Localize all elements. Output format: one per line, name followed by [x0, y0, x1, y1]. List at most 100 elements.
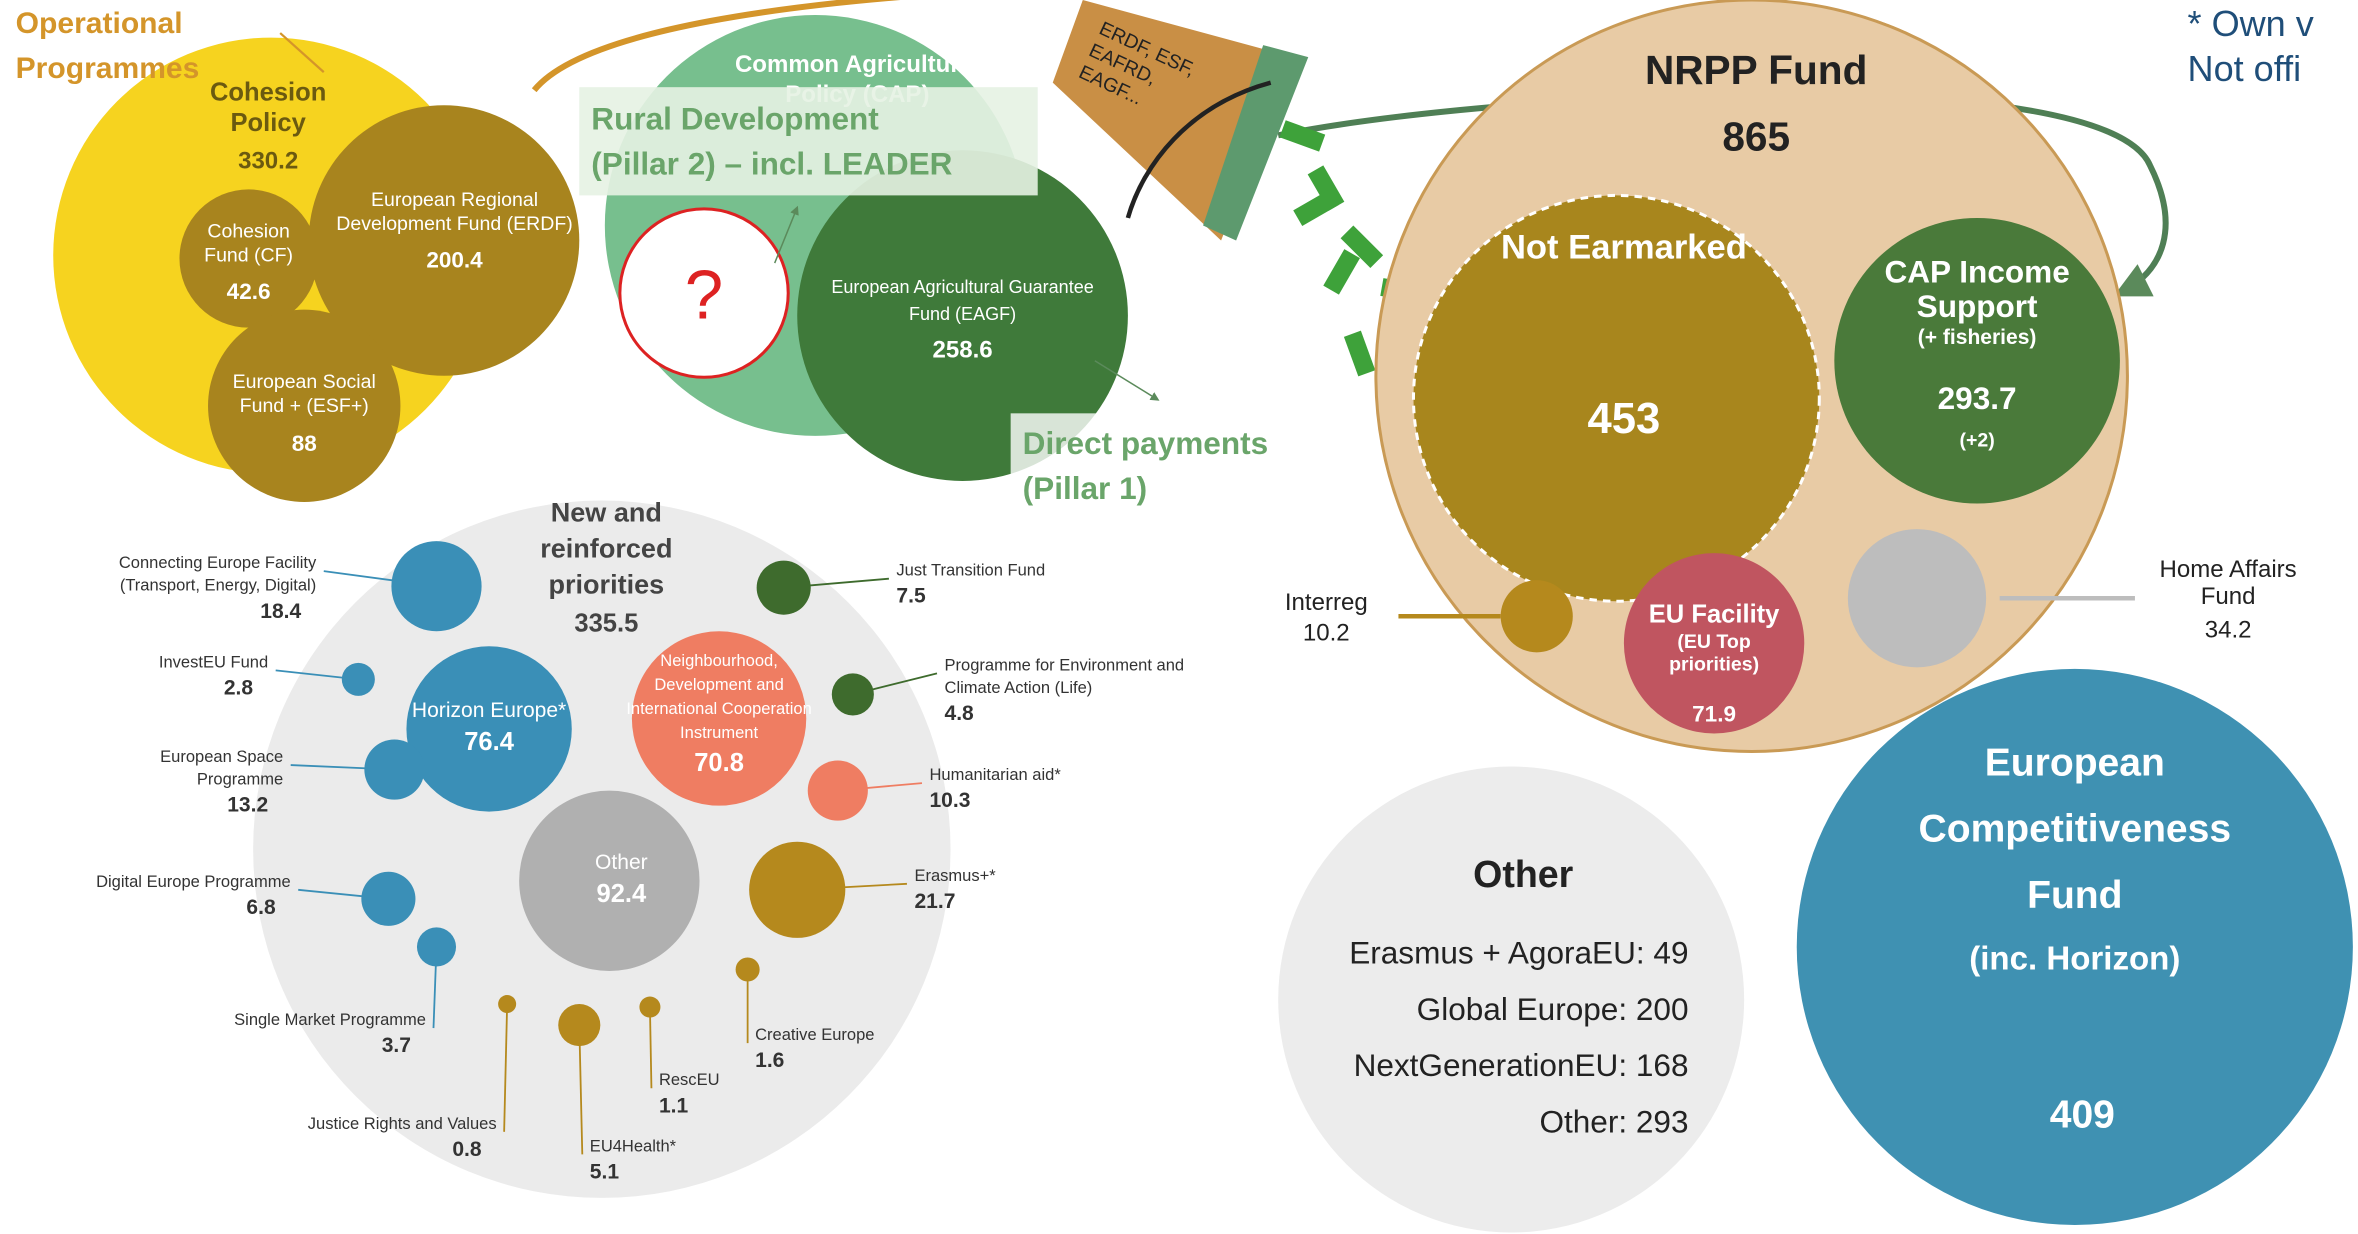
priority-label: Other	[595, 851, 648, 874]
text-line: Fund + (ESF+)	[240, 395, 369, 417]
text-line: Creative Europe	[755, 1025, 874, 1044]
priority-value: 1.6	[755, 1049, 784, 1072]
priority-circle	[736, 957, 760, 981]
text-line: reinforced	[540, 534, 672, 564]
text-line: Other	[595, 851, 648, 874]
priority-label: Programme for Environment and Climate Act…	[945, 655, 1185, 697]
text-line: Instrument	[680, 723, 758, 742]
priority-circle	[757, 561, 811, 615]
text-line: International Cooperation	[626, 699, 811, 718]
text-line: Horizon Europe*	[412, 699, 566, 722]
text-line: (Pillar 2) – incl. LEADER	[591, 145, 952, 181]
text-line: Support	[1917, 288, 2038, 324]
priority-value: 3.7	[382, 1034, 411, 1057]
priority-value: 5.1	[590, 1160, 620, 1183]
text-line: Not offi	[2188, 48, 2302, 89]
priority-value: 76.4	[464, 728, 515, 756]
text-line: (Pillar 1)	[1023, 470, 1147, 506]
priority-value: 13.2	[227, 794, 268, 817]
text-line: * Own v	[2188, 3, 2314, 44]
interreg-circle	[1501, 580, 1573, 652]
priorities-title: New and reinforced priorities	[540, 498, 672, 600]
priority-value: 92.4	[597, 880, 648, 908]
text-line: Development Fund (ERDF)	[336, 213, 572, 235]
priority-circle	[342, 663, 375, 696]
priority-label: Single Market Programme	[234, 1010, 426, 1029]
priority-circle	[361, 872, 415, 926]
text-line: Humanitarian aid*	[929, 765, 1061, 784]
priority-value: 0.8	[452, 1138, 482, 1161]
text-line: Programmes	[16, 52, 200, 85]
priority-value: 2.8	[224, 676, 254, 699]
text-line: (Transport, Energy, Digital)	[120, 576, 316, 595]
text-line: European Social	[233, 371, 376, 393]
esf-value: 88	[292, 431, 317, 456]
text-line: New and	[551, 498, 662, 528]
text-line: European	[1985, 742, 2165, 785]
text-line: RescEU	[659, 1070, 720, 1089]
priority-label: Humanitarian aid*	[929, 765, 1061, 784]
priority-circle	[391, 541, 481, 631]
nrpp-value: 865	[1722, 113, 1790, 159]
text-line: Erasmus + AgoraEU: 49	[1349, 934, 1688, 970]
priorities-value: 335.5	[574, 609, 638, 637]
eu-facility-label: EU Facility	[1649, 600, 1780, 628]
priority-value: 4.8	[945, 702, 975, 725]
priority-value: 6.8	[246, 896, 276, 919]
nrpp-title: NRPP Fund	[1645, 47, 1867, 93]
text-line: Home Affairs	[2160, 556, 2297, 583]
text-line: Programme	[197, 770, 283, 789]
text-line: Erasmus+*	[914, 866, 996, 885]
text-line: Development and	[654, 675, 783, 694]
text-line: Fund	[2027, 874, 2122, 917]
priority-circle	[558, 1004, 600, 1046]
text-line: Direct payments	[1023, 425, 1268, 461]
priority-circle	[417, 927, 456, 966]
other-title: Other	[1473, 853, 1574, 895]
text-line: Operational	[16, 7, 183, 40]
text-line: Single Market Programme	[234, 1010, 426, 1029]
text-line: EU4Health*	[590, 1136, 677, 1155]
home-affairs-value: 34.2	[2205, 616, 2252, 643]
cf-value: 42.6	[227, 279, 271, 304]
text-line: Programme for Environment and	[945, 655, 1185, 674]
text-line: Fund	[2201, 583, 2256, 610]
text-line: Just Transition Fund	[896, 561, 1045, 580]
text-line: Rural Development	[591, 100, 879, 136]
text-line: priorities)	[1669, 653, 1759, 675]
text-line: (EU Top	[1677, 631, 1750, 653]
priority-label: Creative Europe	[755, 1025, 874, 1044]
interreg-label: Interreg	[1285, 589, 1368, 616]
text-line: European Agricultural Guarantee	[831, 277, 1093, 297]
ecf-sub: (inc. Horizon)	[1969, 940, 2180, 977]
text-line: European Regional	[371, 189, 538, 211]
cap-income-sub: (+ fisheries)	[1918, 326, 2037, 349]
text-line: InvestEU Fund	[159, 652, 268, 671]
text-line: Cohesion	[207, 220, 289, 242]
priority-value: 21.7	[914, 890, 955, 913]
priority-label: Horizon Europe*	[412, 699, 566, 722]
cohesion-value: 330.2	[238, 147, 298, 174]
text-line: Neighbourhood,	[660, 651, 778, 670]
home-affairs-circle	[1848, 529, 1986, 667]
eagf-value: 258.6	[932, 337, 992, 364]
priority-circle	[498, 995, 516, 1013]
text-line: Climate Action (Life)	[945, 678, 1093, 697]
text-line: Cohesion	[210, 79, 326, 107]
text-line: Fund (CF)	[204, 245, 293, 267]
text-line: Fund (EAGF)	[909, 304, 1016, 324]
infographic: CohesionPolicy 330.2 European RegionalDe…	[0, 0, 2358, 1234]
priority-circle	[749, 842, 845, 938]
text-line: NextGenerationEU: 168	[1354, 1047, 1689, 1083]
erdf-value: 200.4	[426, 248, 483, 273]
text-line: Policy	[231, 109, 307, 137]
ecf-value: 409	[2050, 1093, 2115, 1136]
text-line: priorities	[548, 570, 664, 600]
text-line: Digital Europe Programme	[96, 872, 291, 891]
priority-label: Just Transition Fund	[896, 561, 1045, 580]
priority-label: EU4Health*	[590, 1136, 677, 1155]
priority-label: Digital Europe Programme	[96, 872, 291, 891]
text-line: Connecting Europe Facility	[119, 553, 317, 572]
